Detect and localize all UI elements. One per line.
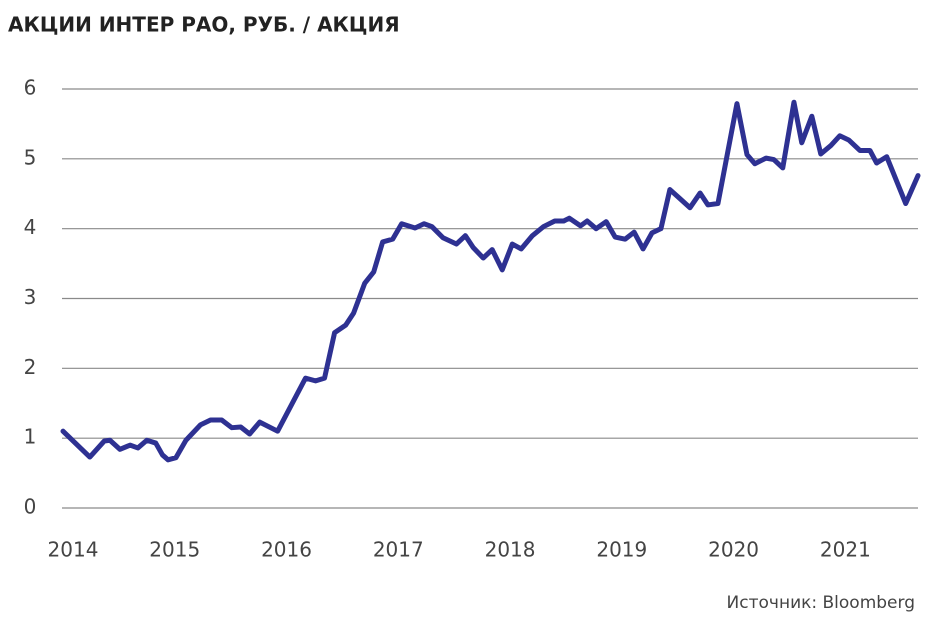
x-tick-label: 2019 bbox=[596, 538, 647, 562]
x-tick-label: 2021 bbox=[820, 538, 871, 562]
x-tick-label: 2014 bbox=[48, 538, 99, 562]
x-tick-label: 2018 bbox=[485, 538, 536, 562]
y-tick-label: 4 bbox=[24, 215, 37, 239]
y-tick-label: 5 bbox=[24, 145, 37, 169]
source-note: Источник: Bloomberg bbox=[727, 593, 915, 613]
y-tick-label: 3 bbox=[24, 285, 37, 309]
x-tick-label: 2016 bbox=[261, 538, 312, 562]
data-line bbox=[60, 99, 921, 463]
y-tick-label: 2 bbox=[24, 355, 37, 379]
x-tick-label: 2020 bbox=[708, 538, 759, 562]
chart-title: АКЦИИ ИНТЕР РАО, РУБ. / АКЦИЯ bbox=[8, 13, 400, 37]
y-tick-label: 6 bbox=[24, 76, 37, 100]
y-tick-label: 1 bbox=[24, 425, 37, 449]
x-tick-label: 2015 bbox=[149, 538, 200, 562]
y-tick-label: 0 bbox=[24, 495, 37, 519]
x-tick-label: 2017 bbox=[373, 538, 424, 562]
